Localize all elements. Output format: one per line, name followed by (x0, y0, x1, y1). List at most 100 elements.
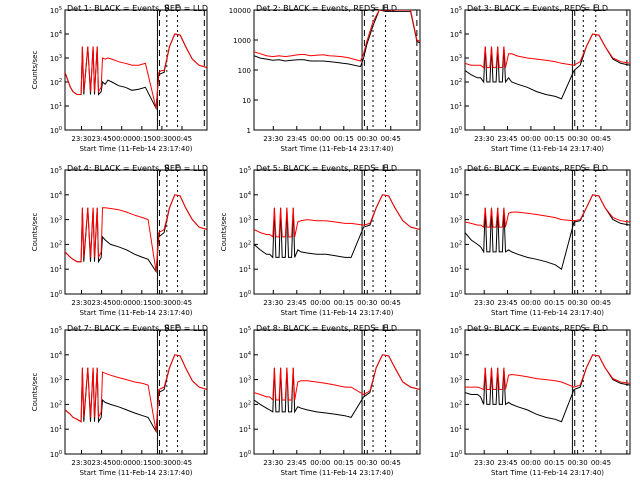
y-tick-label: 104 (450, 30, 462, 39)
flare-end-marker: E (383, 164, 389, 174)
y-axis-label: Counts/sec (31, 213, 39, 252)
y-tick-label: 105 (450, 166, 462, 175)
events-series-line (254, 354, 420, 418)
y-tick-label: 101 (450, 102, 462, 111)
plot-frame (253, 9, 421, 131)
flare-end-marker: E (175, 324, 181, 334)
x-tick-label: 00:30 (567, 459, 587, 467)
y-tick-label: 10 (242, 97, 251, 105)
x-tick-label: 00:45 (172, 459, 192, 467)
x-tick-label: 00:45 (172, 135, 192, 143)
x-tick-label: 00:00 (310, 459, 330, 467)
y-tick-label: 10000 (229, 7, 251, 15)
y-tick-label: 103 (50, 54, 62, 63)
events-series-line (465, 194, 630, 271)
lld-series-line (65, 194, 207, 272)
flare-start-marker: S (370, 164, 376, 174)
detector-panel-9: Det 9: BLACK = Events, RED = LLD 100 101 10… (450, 324, 631, 477)
y-tick-label: 100 (50, 290, 62, 299)
x-axis-label: Start Time (11-Feb-14 23:17:40) (491, 145, 604, 153)
panel-title: Det 5: BLACK = Events, RED = LLD (256, 164, 397, 173)
x-tick-label: 23:45 (92, 135, 112, 143)
y-tick-label: 101 (239, 265, 251, 274)
y-tick-label: 100 (450, 126, 462, 135)
y-tick-label: 105 (450, 326, 462, 335)
x-axis-label: Start Time (11-Feb-14 23:17:40) (280, 145, 393, 153)
x-axis-label: Start Time (11-Feb-14 23:17:40) (491, 469, 604, 477)
x-tick-label: 00:15 (132, 459, 152, 467)
panel-title: Det 4: BLACK = Events, RED = LLD (67, 164, 208, 173)
lld-series-line (254, 194, 420, 238)
panel-title: Det 7: BLACK = Events, RED = LLD (67, 324, 208, 333)
lld-series-line (254, 10, 420, 62)
y-tick-label: 105 (239, 166, 251, 175)
detector-panel-5: Det 5: BLACK = Events, RED = LLD 100 101 10… (220, 164, 421, 317)
events-series-line (254, 194, 420, 259)
flare-start-marker: S (370, 324, 376, 334)
y-tick-label: 105 (50, 326, 62, 335)
panel-title: Det 8: BLACK = Events, RED = LLD (256, 324, 397, 333)
y-tick-label: 103 (450, 376, 462, 385)
x-tick-label: 00:00 (112, 459, 132, 467)
y-axis-label: Counts/sec (220, 213, 228, 252)
y-tick-label: 103 (239, 376, 251, 385)
x-tick-label: 00:15 (132, 299, 152, 307)
x-tick-label: 23:30 (263, 135, 283, 143)
y-axis-label: Counts/sec (31, 373, 39, 412)
flare-end-marker: E (175, 4, 181, 14)
events-series-line (65, 33, 207, 111)
x-tick-label: 00:00 (112, 299, 132, 307)
flare-start-marker: S (580, 324, 586, 334)
x-tick-label: 23:45 (92, 299, 112, 307)
y-tick-label: 102 (450, 240, 462, 249)
y-tick-label: 103 (450, 216, 462, 225)
x-tick-label: 00:45 (381, 459, 401, 467)
x-tick-label: 23:45 (92, 459, 112, 467)
panel-title: Det 1: BLACK = Events, RED = LLD (67, 4, 208, 13)
panel-title: Det 3: BLACK = Events, RED = LLD (467, 4, 608, 13)
lld-series-line (465, 33, 630, 69)
x-tick-label: 00:30 (567, 135, 587, 143)
events-series-line (254, 10, 420, 68)
flare-start-marker: S (580, 4, 586, 14)
flare-end-marker: E (593, 4, 599, 14)
flare-start-marker: S (370, 4, 376, 14)
x-tick-label: 00:15 (544, 135, 564, 143)
detector-panel-2: Det 2: BLACK = Events, RED = LLD 1 10 100 10… (229, 4, 421, 153)
panel-title: Det 6: BLACK = Events, RED = LLD (467, 164, 608, 173)
x-tick-label: 23:45 (497, 299, 517, 307)
flare-end-marker: E (175, 164, 181, 174)
lld-series-line (465, 354, 630, 391)
y-tick-label: 104 (50, 30, 62, 39)
x-tick-label: 23:30 (263, 299, 283, 307)
y-tick-label: 102 (50, 78, 62, 87)
y-tick-label: 1000 (233, 37, 251, 45)
y-tick-label: 101 (450, 425, 462, 434)
x-tick-label: 00:00 (521, 135, 541, 143)
x-tick-label: 00:45 (591, 459, 611, 467)
y-tick-label: 102 (50, 240, 62, 249)
x-axis-label: Start Time (11-Feb-14 23:17:40) (280, 309, 393, 317)
x-tick-label: 00:00 (521, 459, 541, 467)
plot-frame (253, 329, 421, 455)
y-tick-label: 104 (50, 351, 62, 360)
y-tick-label: 104 (239, 191, 251, 200)
x-tick-label: 00:00 (521, 299, 541, 307)
x-tick-label: 00:15 (544, 299, 564, 307)
y-tick-label: 101 (50, 102, 62, 111)
x-tick-label: 00:00 (310, 299, 330, 307)
detector-panel-4: Det 4: BLACK = Events, RED = LLD 100 101 10… (31, 164, 208, 317)
detector-panel-6: Det 6: BLACK = Events, RED = LLD 100 101 10… (450, 164, 631, 317)
flare-end-marker: E (593, 164, 599, 174)
x-tick-label: 23:30 (71, 135, 91, 143)
y-axis-label: Counts/sec (31, 51, 39, 90)
x-tick-label: 00:15 (544, 459, 564, 467)
x-tick-label: 23:30 (474, 299, 494, 307)
y-tick-label: 104 (450, 191, 462, 200)
y-tick-label: 101 (50, 265, 62, 274)
x-axis-label: Start Time (11-Feb-14 23:17:40) (491, 309, 604, 317)
events-series-line (65, 354, 207, 434)
x-tick-label: 23:45 (287, 459, 307, 467)
x-tick-label: 00:30 (152, 135, 172, 143)
